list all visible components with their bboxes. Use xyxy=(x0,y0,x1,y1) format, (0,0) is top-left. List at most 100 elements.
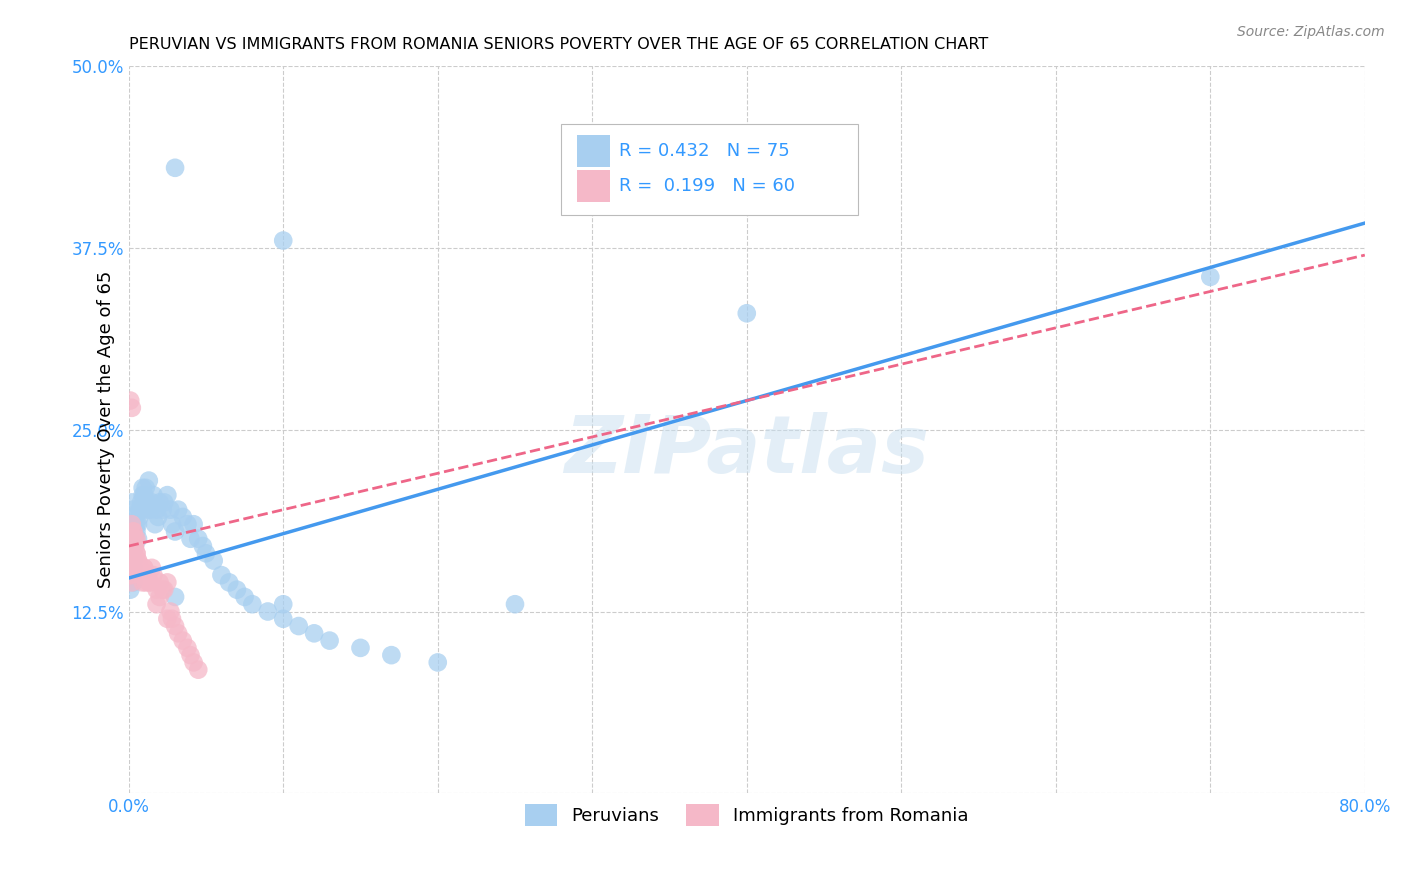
Point xyxy=(176,517,198,532)
Point xyxy=(127,553,149,567)
Point xyxy=(218,575,240,590)
Point xyxy=(121,553,143,567)
Point xyxy=(129,568,152,582)
Point xyxy=(160,517,183,532)
Point xyxy=(125,546,148,560)
Point xyxy=(121,553,143,567)
Point xyxy=(152,502,174,516)
Point xyxy=(127,553,149,567)
Point xyxy=(141,561,163,575)
Point xyxy=(128,502,150,516)
Point xyxy=(129,568,152,582)
Point xyxy=(124,510,146,524)
Point xyxy=(122,575,145,590)
Point xyxy=(124,553,146,567)
Point xyxy=(165,524,187,539)
Point xyxy=(122,532,145,546)
Point xyxy=(121,495,143,509)
FancyBboxPatch shape xyxy=(578,135,610,167)
Point xyxy=(134,495,156,509)
Point xyxy=(122,524,145,539)
Legend: Peruvians, Immigrants from Romania: Peruvians, Immigrants from Romania xyxy=(516,795,979,835)
Point xyxy=(121,532,143,546)
Point xyxy=(176,640,198,655)
Point xyxy=(149,575,172,590)
Point xyxy=(124,532,146,546)
Point xyxy=(152,582,174,597)
Point xyxy=(124,539,146,553)
Point xyxy=(122,546,145,560)
Point xyxy=(125,517,148,532)
Y-axis label: Seniors Poverty Over the Age of 65: Seniors Poverty Over the Age of 65 xyxy=(97,271,115,589)
Point xyxy=(120,561,142,575)
Point xyxy=(156,612,179,626)
Point xyxy=(165,619,187,633)
Point xyxy=(128,510,150,524)
Point xyxy=(122,524,145,539)
Point xyxy=(124,539,146,553)
Point xyxy=(145,502,167,516)
Point xyxy=(122,561,145,575)
Point xyxy=(287,619,309,633)
Point xyxy=(183,517,205,532)
Point xyxy=(120,539,142,553)
FancyBboxPatch shape xyxy=(561,124,858,215)
Point xyxy=(124,532,146,546)
Point xyxy=(142,488,165,502)
Text: R = 0.432   N = 75: R = 0.432 N = 75 xyxy=(620,142,790,160)
Point xyxy=(503,597,526,611)
Point xyxy=(156,488,179,502)
Point xyxy=(131,568,153,582)
Point xyxy=(122,561,145,575)
Point xyxy=(124,539,146,553)
Point xyxy=(134,561,156,575)
Point xyxy=(121,568,143,582)
Point xyxy=(225,582,247,597)
Point xyxy=(122,553,145,567)
Point xyxy=(167,502,190,516)
Point xyxy=(125,546,148,560)
Point xyxy=(165,590,187,604)
Point xyxy=(167,626,190,640)
Point xyxy=(271,597,294,611)
Point xyxy=(121,517,143,532)
Point xyxy=(233,590,256,604)
Point xyxy=(143,517,166,532)
Point xyxy=(121,532,143,546)
Point xyxy=(131,481,153,495)
Point xyxy=(120,393,142,408)
Point xyxy=(138,575,160,590)
Point xyxy=(159,605,181,619)
FancyBboxPatch shape xyxy=(578,170,610,202)
Text: Source: ZipAtlas.com: Source: ZipAtlas.com xyxy=(1237,25,1385,39)
Point xyxy=(120,568,142,582)
Point xyxy=(187,532,209,546)
Point xyxy=(165,161,187,175)
Point xyxy=(145,582,167,597)
Point xyxy=(138,474,160,488)
Point xyxy=(128,561,150,575)
Point xyxy=(187,663,209,677)
Point xyxy=(146,510,169,524)
Point xyxy=(145,597,167,611)
Point xyxy=(120,517,142,532)
Point xyxy=(202,553,225,567)
Point xyxy=(121,575,143,590)
Point xyxy=(139,502,162,516)
Point xyxy=(122,561,145,575)
Point xyxy=(153,495,176,509)
Point xyxy=(149,590,172,604)
Point xyxy=(121,401,143,415)
Point xyxy=(136,495,159,509)
Point xyxy=(120,561,142,575)
Point xyxy=(121,546,143,560)
Text: PERUVIAN VS IMMIGRANTS FROM ROMANIA SENIORS POVERTY OVER THE AGE OF 65 CORRELATI: PERUVIAN VS IMMIGRANTS FROM ROMANIA SENI… xyxy=(129,37,988,53)
Point xyxy=(240,597,263,611)
Point xyxy=(1199,269,1222,284)
Point xyxy=(136,568,159,582)
Point xyxy=(121,532,143,546)
Text: ZIPatlas: ZIPatlas xyxy=(564,412,929,491)
Point xyxy=(122,524,145,539)
Point xyxy=(139,575,162,590)
Point xyxy=(131,575,153,590)
